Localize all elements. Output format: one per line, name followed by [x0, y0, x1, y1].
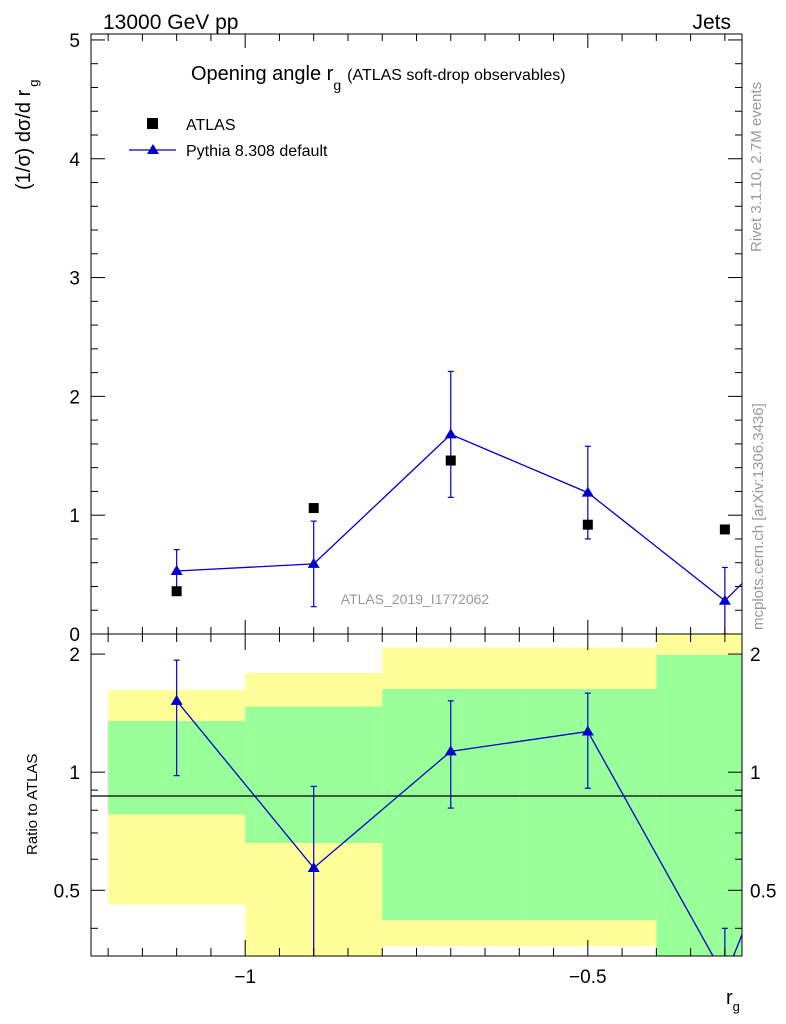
rivet-info: Rivet 3.1.10, 2.7M events: [748, 82, 765, 252]
plot-title-main: Opening angle r: [191, 63, 334, 85]
main-y-axis-label-subscript: g: [26, 80, 41, 87]
ratio-point-1: [170, 694, 183, 705]
x-axis-label: rg: [726, 987, 740, 1014]
main-point-pythia-3: [444, 428, 457, 439]
main-y-tick-label: 0: [69, 625, 80, 646]
ratio-point-3: [444, 745, 457, 756]
main-point-atlas-2: [308, 503, 319, 514]
ratio-y-tick-label: 2: [69, 645, 80, 666]
ratio-panel: 0.5 0.5 1 1 2 2 −1 −0.5: [54, 633, 776, 988]
ratio-y-tick-label-right: 0.5: [750, 881, 776, 902]
main-point-pythia-1: [170, 565, 183, 576]
legend-label-pythia: Pythia 8.308 default: [186, 143, 328, 160]
main-point-atlas-5: [719, 524, 730, 535]
ratio-y-axis-label: Ratio to ATLAS: [24, 754, 41, 855]
main-y-tick-label: 4: [69, 150, 80, 171]
legend-marker-atlas: [147, 118, 158, 129]
main-axes: 0 1 2 3 4 5: [69, 31, 743, 646]
analysis-watermark: ATLAS_2019_I1772062: [341, 591, 490, 607]
main-y-axis-label: (1/σ) dσ/d r g: [13, 80, 41, 191]
ratio-y-tick-label-right: 1: [750, 763, 761, 784]
main-line-pythia: [176, 433, 742, 602]
x-axis-label-subscript: g: [733, 999, 740, 1014]
main-y-tick-label: 3: [69, 269, 80, 290]
header-process-label: Jets: [692, 11, 731, 34]
main-data-layer: [170, 370, 742, 634]
plot-title-subscript: g: [333, 77, 341, 93]
main-point-atlas-1: [171, 586, 182, 597]
plot-title-paren: (ATLAS soft-drop observables): [347, 67, 565, 84]
ratio-y-tick-label: 0.5: [54, 881, 80, 902]
ratio-band-inner-5: [656, 654, 742, 956]
ratio-y-tick-label-right: 2: [750, 645, 761, 666]
legend: ATLAS Pythia 8.308 default: [129, 117, 328, 160]
x-tick-label: −1: [234, 967, 256, 988]
main-point-pythia-4: [581, 486, 594, 497]
main-y-tick-label: 2: [69, 387, 80, 408]
ratio-point-2: [307, 861, 320, 872]
x-tick-label: −0.5: [569, 967, 607, 988]
ratio-axes: 0.5 0.5 1 1 2 2 −1 −0.5: [54, 633, 776, 988]
legend-marker-pythia: [147, 144, 159, 154]
ratio-line-pythia: [176, 700, 742, 956]
header-energy-label: 13000 GeV pp: [103, 11, 238, 34]
legend-label-atlas: ATLAS: [186, 117, 236, 134]
ratio-series-pythia: [170, 659, 742, 981]
main-point-atlas-3: [445, 455, 456, 466]
ratio-bands: [108, 634, 742, 956]
main-point-pythia-5: [718, 594, 731, 605]
ratio-y-tick-label: 1: [69, 763, 80, 784]
x-axis-label-main: r: [726, 987, 733, 1009]
ratio-point-5: [719, 971, 731, 981]
plot-title: Opening angle rg (ATLAS soft-drop observa…: [191, 63, 566, 93]
main-y-tick-label: 5: [69, 31, 80, 52]
main-point-atlas-4: [582, 519, 593, 530]
main-point-pythia-2: [307, 557, 320, 568]
main-y-axis-label-main: (1/σ) dσ/d r: [13, 89, 35, 190]
main-y-tick-label: 1: [69, 506, 80, 527]
main-panel: 0 1 2 3 4 5: [69, 31, 743, 646]
ratio-point-4: [581, 725, 594, 736]
mcplots-info: mcplots.cern.ch [arXiv:1306.3436]: [750, 403, 767, 630]
